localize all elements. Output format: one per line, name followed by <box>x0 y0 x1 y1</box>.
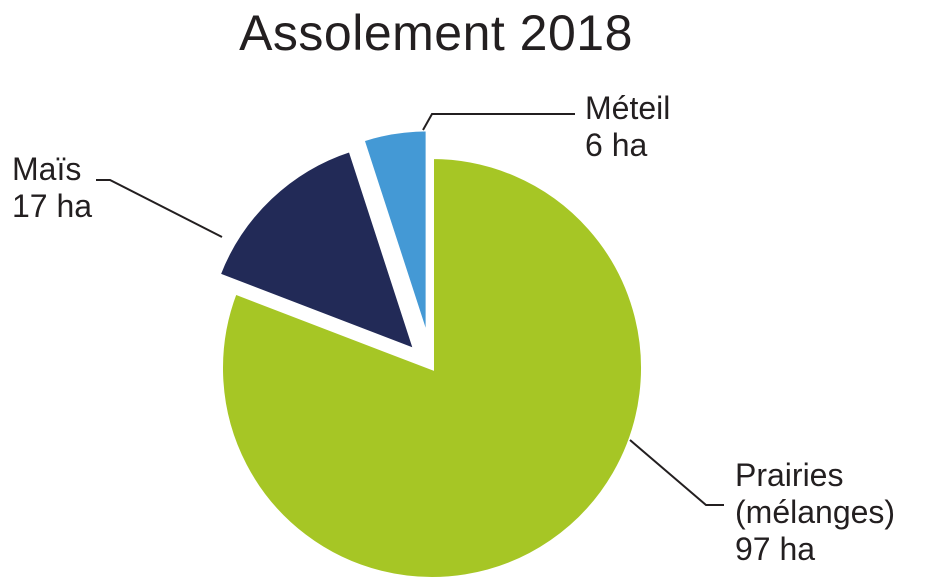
slice-label-line: 6 ha <box>585 127 647 163</box>
slice-label-line: (mélanges) <box>735 494 895 530</box>
slice-label-line: Maïs <box>12 151 81 187</box>
slice-label-2: Méteil 6 ha <box>585 90 670 163</box>
leader-line-0 <box>629 439 724 506</box>
slice-label-line: Prairies <box>735 457 843 493</box>
pie-slice-2 <box>359 127 430 341</box>
slice-label-1: Maïs 17 ha <box>12 151 92 224</box>
pie-slice-0 <box>219 154 645 581</box>
slice-label-line: 17 ha <box>12 188 92 224</box>
slice-label-0: Prairies (mélanges) 97 ha <box>735 457 895 567</box>
leader-lines <box>96 113 724 506</box>
leader-line-2 <box>422 113 575 131</box>
slice-label-line: 97 ha <box>735 531 815 567</box>
slice-label-line: Méteil <box>585 90 670 126</box>
pie-slice-1 <box>215 147 419 354</box>
leader-line-1 <box>96 179 223 238</box>
slice-labels: Prairies (mélanges) 97 ha Maïs 17 ha Méteil 6 … <box>12 90 895 567</box>
slices-layer <box>215 127 645 581</box>
chart-title: Assolement 2018 <box>239 5 633 61</box>
